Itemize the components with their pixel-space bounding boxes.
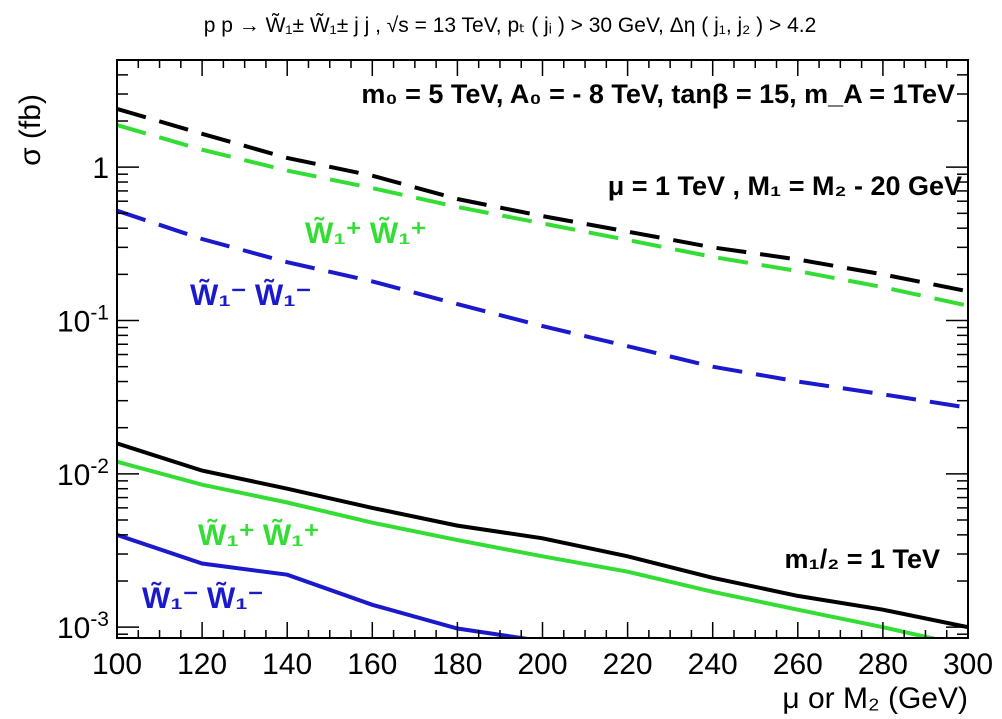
series-line-m12-3: [117, 441, 968, 630]
x-tick-label: 300: [943, 648, 993, 681]
mu-group-annotation: μ = 1 TeV , M₁ = M₂ - 20 GeV: [608, 171, 962, 201]
plot-frame: [116, 59, 969, 639]
x-tick-label: 120: [177, 648, 227, 681]
y-tick-label: 10-3: [57, 608, 109, 645]
params-annotation: m₀ = 5 TeV, A₀ = - 8 TeV, tanβ = 15, m_A…: [361, 79, 955, 109]
y-tick-label: 1: [92, 152, 109, 185]
series-line-m12-5: [117, 533, 535, 638]
series-line-mu-2: [117, 208, 968, 410]
x-tick-label: 160: [347, 648, 397, 681]
wplus-upper-label: W̃₁⁺ W̃₁⁺: [305, 216, 426, 250]
tick-labels-layer: 100 120 140 160 180 200 220 240 260 280 300 10-3 10-…: [57, 152, 993, 681]
x-axis-label: μ or M₂ (GeV): [782, 682, 968, 715]
chart-title: p p → W̃₁± W̃₁± j j , √s = 13 TeV, pₜ ( …: [204, 14, 817, 37]
series-layer: [117, 106, 968, 638]
x-tick-label: 220: [603, 648, 653, 681]
x-tick-label: 140: [262, 648, 312, 681]
y-tick-label: 10-2: [57, 455, 109, 492]
series-line-m12-4: [117, 459, 941, 638]
y-axis-label: σ (fb): [14, 94, 47, 166]
m12-group-annotation: m₁/₂ = 1 TeV: [785, 544, 940, 574]
wplus-lower-label: W̃₁⁺ W̃₁⁺: [198, 518, 319, 552]
x-tick-label: 100: [92, 648, 142, 681]
x-tick-label: 200: [517, 648, 567, 681]
series-line-mu-0: [117, 106, 968, 294]
x-tick-label: 260: [773, 648, 823, 681]
x-tick-label: 280: [858, 648, 908, 681]
x-tick-label: 180: [432, 648, 482, 681]
wminus-upper-label: W̃₁⁻ W̃₁⁻: [190, 278, 311, 312]
ticks-layer: [116, 59, 969, 638]
wminus-lower-label: W̃₁⁻ W̃₁⁻: [142, 581, 263, 615]
x-tick-label: 240: [688, 648, 738, 681]
y-tick-label: 10-1: [57, 302, 109, 339]
series-line-mu-1: [117, 123, 968, 308]
